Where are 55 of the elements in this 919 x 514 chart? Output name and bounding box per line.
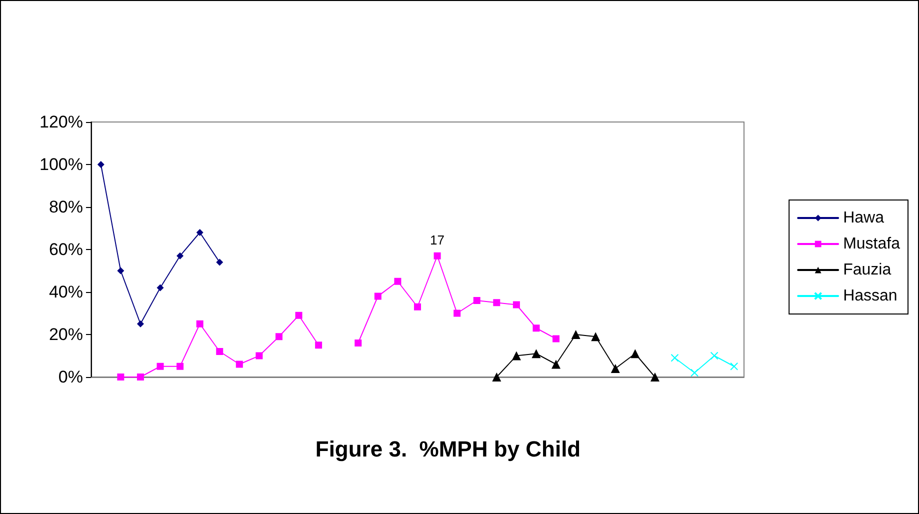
point (156, 362, 164, 370)
y-tick-label: 20% (48, 325, 83, 344)
point (216, 258, 224, 266)
point (512, 351, 521, 360)
point (374, 292, 382, 300)
text: Figure 3. %MPH by Child (315, 436, 581, 462)
point (394, 278, 402, 285)
point (196, 320, 204, 328)
point (610, 364, 620, 373)
point (473, 297, 480, 304)
y-tick-label: 100% (40, 155, 83, 174)
point (295, 312, 302, 319)
point (216, 348, 224, 355)
legend-label: Mustafa (843, 236, 900, 252)
point (275, 333, 282, 340)
point (493, 299, 500, 306)
point (492, 372, 502, 382)
point (256, 352, 263, 360)
point (156, 284, 164, 292)
point (454, 310, 461, 317)
y-tick-label: 120% (40, 112, 83, 132)
point (571, 330, 580, 339)
legend-label: Hassan (843, 288, 898, 304)
point (236, 360, 243, 368)
point (552, 360, 561, 369)
point (730, 362, 738, 370)
point (97, 161, 104, 168)
point (196, 229, 204, 236)
point (176, 252, 184, 260)
point (354, 340, 362, 346)
y-tick-label: 0% (58, 368, 83, 386)
point (117, 267, 124, 274)
point (690, 368, 699, 377)
point (136, 374, 144, 380)
point (136, 320, 144, 328)
point (512, 301, 520, 308)
point (176, 362, 184, 370)
point (650, 372, 660, 382)
point (630, 349, 640, 358)
y-tick-label: 40% (48, 282, 83, 302)
point (591, 332, 600, 342)
y-tick-label: 60% (48, 240, 83, 259)
y-tick-label: 80% (48, 198, 83, 216)
point (315, 342, 322, 349)
legend-label: Fauzia (843, 262, 892, 278)
point (532, 349, 541, 358)
point (532, 324, 540, 332)
point (552, 335, 560, 342)
point (117, 374, 124, 380)
legend-label: Hawa (843, 210, 884, 226)
point (670, 354, 679, 362)
annotation: 17 (430, 232, 445, 248)
point (434, 252, 441, 260)
point (710, 352, 718, 360)
point (414, 303, 421, 310)
